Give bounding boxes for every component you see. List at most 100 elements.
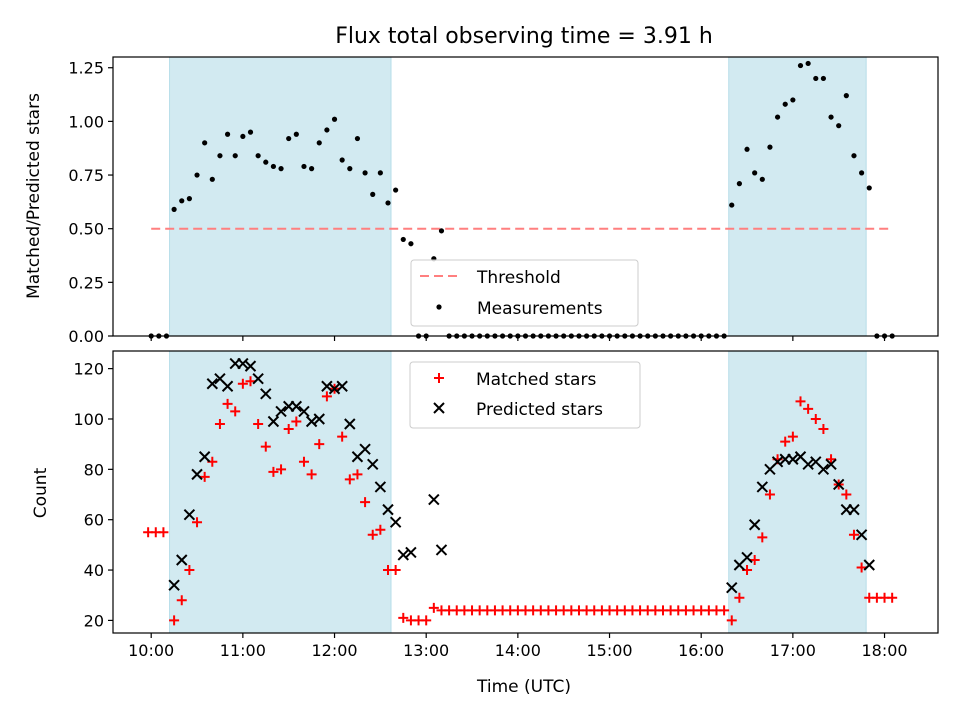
x-tick-label: 11:00 <box>220 641 266 660</box>
matched-star-point <box>222 398 233 409</box>
predicted-star-point <box>748 519 761 531</box>
measurement-point <box>370 191 376 197</box>
observing-window-bottom-1 <box>169 350 392 634</box>
measurement-point <box>270 163 277 170</box>
measurement-point <box>194 172 200 178</box>
count-y-tick-label: 60 <box>84 511 104 530</box>
measurement-point <box>232 153 238 159</box>
matched-star-point <box>253 419 264 430</box>
predicted-legend-swatch <box>433 402 445 414</box>
measurement-point <box>851 153 857 159</box>
matched-star-point <box>787 431 798 442</box>
predicted-star-point <box>359 443 371 455</box>
measurement-point <box>797 62 804 69</box>
predicted-star-point <box>374 481 387 493</box>
predicted-star-point <box>260 388 272 400</box>
measurement-point <box>331 116 338 122</box>
predicted-star-point <box>344 418 356 430</box>
measurement-point <box>209 176 215 182</box>
measurement-point <box>293 131 299 137</box>
measurement-point <box>316 140 322 146</box>
matched-star-point <box>780 436 791 447</box>
count-panel: 20 40 60 80 100 120 10:00 11:00 12:00 13:00 14:00 1… <box>31 350 939 697</box>
ratio-y-tick-label: 0.00 <box>68 327 104 346</box>
measurement-point <box>224 131 231 137</box>
matched-star-point <box>352 469 363 480</box>
measurement-point <box>202 140 208 146</box>
x-tick-label: 14:00 <box>495 641 541 660</box>
measurement-point <box>247 129 254 135</box>
measurement-point <box>301 163 307 170</box>
x-tick-label: 17:00 <box>770 641 816 660</box>
matched-star-point <box>158 527 169 538</box>
matched-star-point <box>795 396 806 407</box>
ratio-y-tick-label: 0.50 <box>68 220 104 239</box>
predicted-star-point <box>405 546 417 559</box>
measurement-point <box>774 114 781 120</box>
predicted-star-point <box>863 559 875 571</box>
predicted-star-point <box>267 415 280 428</box>
matched-star-point <box>199 471 210 482</box>
measurement-point <box>324 127 330 133</box>
x-tick-label: 13:00 <box>403 641 449 660</box>
observing-windows-top <box>169 56 867 337</box>
ratio-axes-frame <box>112 56 939 337</box>
measurement-point <box>393 187 399 193</box>
predicted-star-point <box>756 481 769 493</box>
measurement-point <box>339 157 345 163</box>
measurement-point <box>362 170 368 176</box>
predicted-star-point <box>275 405 287 418</box>
predicted-star-point <box>252 372 264 385</box>
count-legend: Matched stars Predicted stars <box>409 361 641 429</box>
matched-star-point <box>719 605 730 616</box>
measurement-point <box>385 200 391 206</box>
matched-star-point <box>306 469 317 480</box>
matched-star-point <box>887 592 898 603</box>
predicted-star-point <box>817 463 830 476</box>
predicted-star-point <box>825 458 837 471</box>
count-y-tick-label: 100 <box>73 410 104 429</box>
predicted-star-point <box>298 405 310 418</box>
matched-star-point <box>818 424 829 435</box>
matched-legend-marker <box>434 373 444 383</box>
ratio-legend: Threshold Measurements <box>410 259 639 327</box>
predicted-star-point <box>726 581 738 594</box>
measurement-point <box>744 146 750 152</box>
predicted-star-point <box>168 579 180 591</box>
matched-star-point <box>245 376 256 387</box>
predicted-star-point <box>397 549 409 561</box>
matched-star-point <box>192 517 203 528</box>
predicted-legend-label: Predicted stars <box>476 400 603 420</box>
measurement-point <box>866 185 872 191</box>
ratio-axes: 0.00 0.25 0.50 0.75 1.00 1.25 <box>68 56 939 346</box>
matched-star-point <box>803 403 814 414</box>
predicted-star-point <box>389 516 402 528</box>
measurements-legend-swatch <box>436 304 442 310</box>
matched-star-point <box>298 456 309 467</box>
predicted-star-point <box>771 456 784 468</box>
matched-star-point <box>237 378 248 389</box>
predicted-star-point <box>336 380 348 392</box>
matched-star-point <box>848 529 859 540</box>
measurement-point <box>286 135 292 142</box>
matched-star-point <box>321 391 332 402</box>
predicted-star-point <box>198 451 211 463</box>
measurement-point <box>278 166 284 172</box>
predicted-star-point <box>848 503 860 516</box>
x-tick-label: 12:00 <box>311 641 357 660</box>
matched-star-point <box>375 524 386 535</box>
measurement-point <box>438 228 445 234</box>
x-tick-label: 10:00 <box>128 641 174 660</box>
matched-star-point <box>176 595 187 606</box>
predicted-star-point <box>328 383 341 395</box>
observing-window-bottom-2 <box>728 350 867 634</box>
x-tick-label: 16:00 <box>678 641 724 660</box>
ratio-y-tick-label: 1.25 <box>68 59 104 78</box>
measurement-point <box>767 144 773 150</box>
measurement-point <box>759 176 765 182</box>
measurements-legend-label: Measurements <box>477 299 603 319</box>
matched-star-point <box>856 562 867 573</box>
threshold-legend-label: Threshold <box>476 268 561 288</box>
observing-window-top-2 <box>728 56 867 337</box>
measurement-point <box>347 166 353 172</box>
